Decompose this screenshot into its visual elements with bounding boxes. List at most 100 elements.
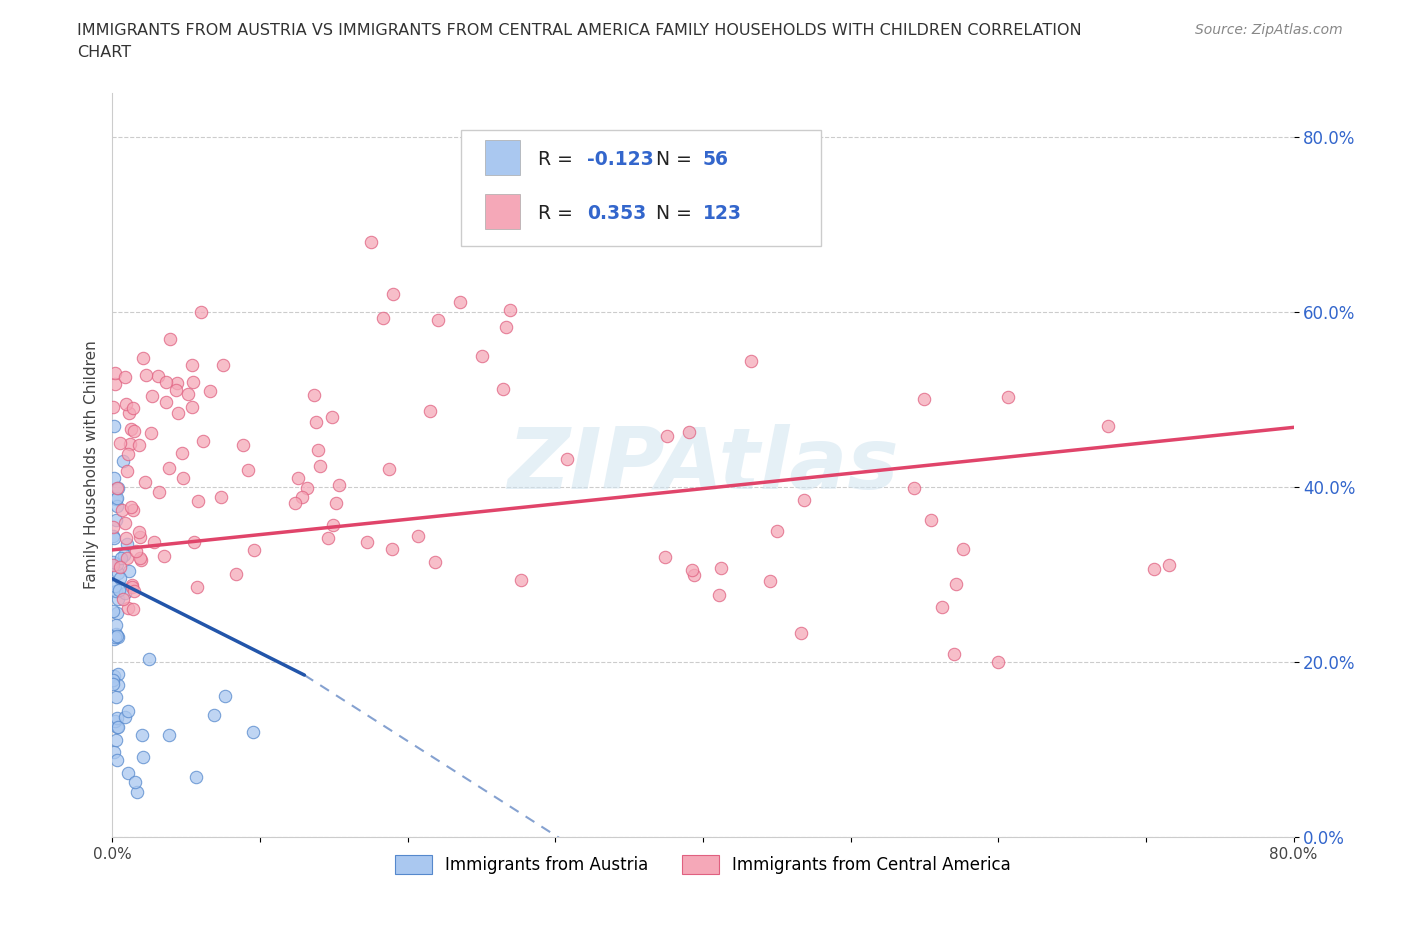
Point [114,515,136,530]
Point [305,415,328,430]
Point [793,493,815,508]
Point [655,428,678,443]
Point [104,630,127,644]
Point [184,769,207,784]
Point [115,463,138,478]
Text: -0.123: -0.123 [588,150,654,168]
Point [790,626,813,641]
Point [378,462,401,477]
Point [104,512,127,527]
Point [142,535,165,550]
Point [166,375,188,390]
Point [172,471,194,485]
Point [291,489,314,504]
Point [141,388,163,403]
Point [157,727,180,742]
Point [284,496,307,511]
Point [381,541,404,556]
Point [104,377,127,392]
Point [214,688,236,703]
Point [125,785,148,800]
Point [104,578,127,593]
Point [101,677,124,692]
Point [105,690,128,705]
Text: 0.353: 0.353 [588,204,647,222]
Point [419,404,441,418]
Point [120,421,142,436]
Point [132,350,155,365]
Point [243,542,266,557]
Point [108,570,131,585]
Point [131,727,153,742]
Point [187,493,209,508]
Point [135,367,157,382]
Point [107,480,129,495]
Point [325,496,347,511]
Point [104,713,127,728]
Point [157,460,180,475]
Point [238,463,260,478]
Point [678,424,700,439]
Text: N =: N = [655,204,697,222]
Point [101,604,124,618]
Point [153,549,176,564]
Point [108,582,131,597]
Point [181,375,204,390]
Point [128,525,150,539]
Point [183,535,205,550]
Point [103,519,125,534]
Point [138,652,160,667]
Point [1142,562,1164,577]
Point [118,564,141,578]
Point [128,551,150,565]
Point [117,703,139,718]
Point [115,551,138,565]
Point [105,629,128,644]
Point [987,655,1010,670]
Point [406,529,429,544]
Point [134,474,156,489]
Point [121,578,143,592]
Point [117,765,139,780]
Point [449,294,471,309]
Point [114,710,136,724]
Point [495,320,517,335]
Point [209,489,232,504]
Point [373,311,395,325]
Text: ZIPAtlas: ZIPAtlas [508,423,898,507]
Point [165,383,187,398]
Point [654,550,676,565]
Point [308,458,330,473]
Point [104,365,127,380]
Point [108,435,131,450]
Point [382,286,405,301]
Point [155,375,177,390]
Point [470,348,494,363]
Point [740,353,762,368]
Point [710,561,733,576]
Point [295,481,318,496]
Point [118,436,141,451]
Point [707,588,730,603]
Point [122,502,145,517]
Point [117,446,139,461]
Text: IMMIGRANTS FROM AUSTRIA VS IMMIGRANTS FROM CENTRAL AMERICA FAMILY HOUSEHOLDS WIT: IMMIGRANTS FROM AUSTRIA VS IMMIGRANTS FR… [77,23,1083,38]
Point [1097,418,1119,433]
Point [360,234,382,249]
Text: R =: R = [537,150,578,168]
Point [1159,557,1181,572]
Point [105,752,128,767]
Point [181,400,204,415]
Point [141,426,163,441]
Text: CHART: CHART [77,45,131,60]
Text: 56: 56 [703,150,728,168]
Point [426,312,449,327]
Point [492,381,515,396]
Point [510,572,533,587]
Point [356,534,378,549]
Point [101,400,124,415]
FancyBboxPatch shape [485,140,520,176]
Point [212,357,235,372]
Legend: Immigrants from Austria, Immigrants from Central America: Immigrants from Austria, Immigrants from… [388,848,1018,881]
Point [105,584,128,599]
